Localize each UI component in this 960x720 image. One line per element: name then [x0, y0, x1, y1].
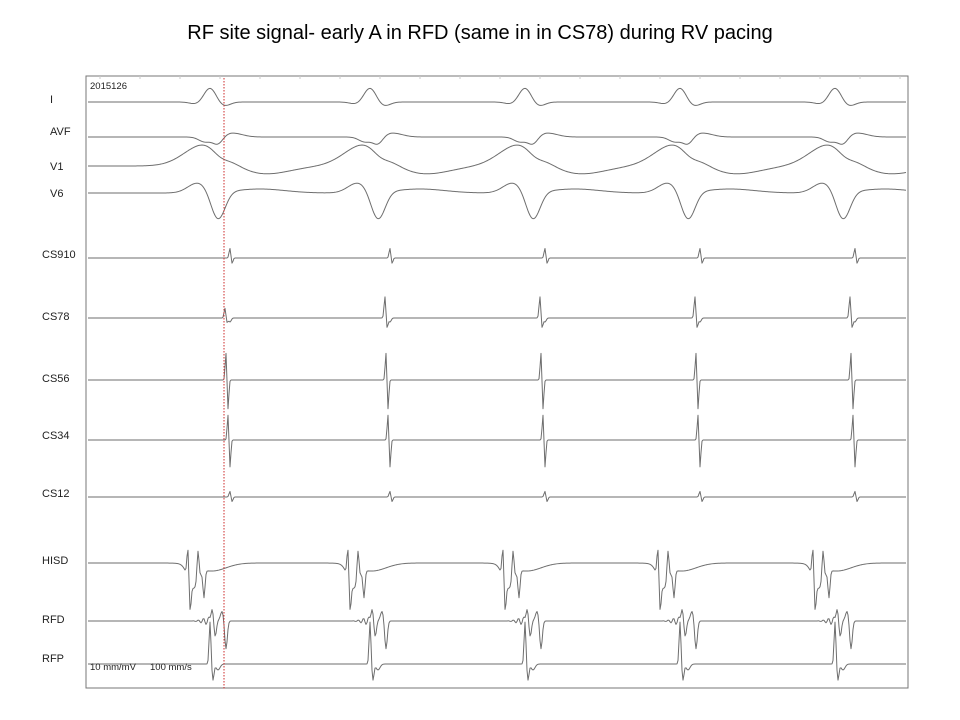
trace-i	[88, 87, 906, 106]
channel-label-cs910: CS910	[42, 249, 76, 261]
channel-label-hisd: HISD	[42, 555, 68, 567]
channel-label-v1: V1	[50, 161, 63, 173]
trace-v6	[88, 182, 907, 220]
tracing-frame	[85, 75, 909, 689]
speed-label: 100 mm/s	[150, 662, 192, 673]
channel-labels: I AVF V1 V6 CS910 CS78 CS56 CS34 CS12 HISD RFD RFP	[42, 94, 76, 665]
trace-cs34	[88, 414, 906, 468]
gain-label: 10 mm/mV	[90, 662, 137, 673]
tick-marks	[99, 76, 901, 79]
channel-label-avf: AVF	[50, 126, 71, 138]
channel-label-cs56: CS56	[42, 373, 70, 385]
trace-cs78	[88, 296, 906, 328]
recording-id: 2015126	[90, 81, 127, 92]
channel-label-cs34: CS34	[42, 430, 70, 442]
channel-label-v6: V6	[50, 188, 63, 200]
trace-cs12	[88, 490, 906, 502]
channel-label-cs12: CS12	[42, 488, 70, 500]
channel-label-rfd: RFD	[42, 614, 65, 626]
trace-group	[88, 87, 907, 681]
slide-title: RF site signal- early A in RFD (same in …	[187, 22, 773, 44]
channel-label-i: I	[50, 94, 53, 106]
trace-cs910	[88, 248, 906, 264]
trace-rfp	[88, 621, 906, 681]
trace-v1	[88, 144, 907, 175]
channel-label-rfp: RFP	[42, 653, 64, 665]
channel-label-cs78: CS78	[42, 311, 70, 323]
trace-cs56	[88, 352, 906, 410]
trace-avf	[88, 132, 906, 145]
trace-hisd	[88, 549, 906, 610]
